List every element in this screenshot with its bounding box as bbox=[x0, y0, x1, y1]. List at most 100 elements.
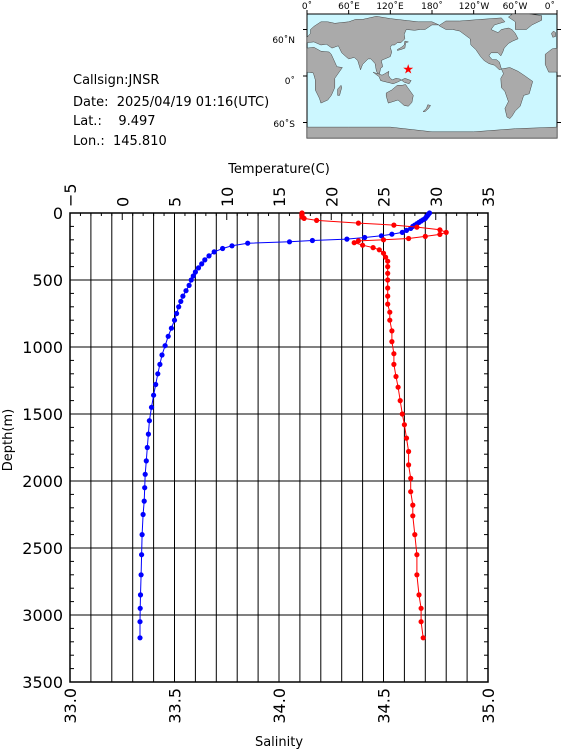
salinity-point bbox=[314, 217, 320, 223]
temperature-point bbox=[143, 458, 149, 464]
temperature-point bbox=[157, 361, 163, 367]
salinity-point bbox=[408, 489, 414, 495]
temperature-point bbox=[362, 234, 368, 241]
temperature-point bbox=[171, 317, 178, 323]
salinity-point bbox=[387, 317, 393, 323]
temperature-point bbox=[162, 343, 168, 349]
salinity-point bbox=[443, 229, 449, 235]
landmass-australia bbox=[385, 84, 414, 107]
temperature-point bbox=[159, 352, 165, 358]
temperature-point bbox=[188, 277, 194, 283]
temperature-point bbox=[139, 552, 145, 558]
temperature-tick-label: −5 bbox=[61, 183, 80, 207]
temperature-axis-title: Temperature(C) bbox=[227, 162, 330, 177]
temperature-point bbox=[190, 273, 196, 279]
temperature-point bbox=[140, 511, 146, 518]
temperature-point bbox=[148, 404, 155, 410]
temperature-point bbox=[151, 392, 157, 398]
salinity-point bbox=[406, 462, 412, 468]
salinity-point bbox=[414, 572, 420, 578]
temperature-point bbox=[180, 293, 186, 299]
temperature-point bbox=[378, 233, 384, 239]
temperature-point bbox=[165, 333, 171, 339]
salinity-point bbox=[408, 475, 414, 481]
temperature-point bbox=[138, 572, 144, 578]
salinity-point bbox=[416, 592, 422, 598]
temperature-tick-label: 5 bbox=[166, 197, 185, 207]
landmass-south-america bbox=[500, 67, 533, 119]
depth-tick-label: 2000 bbox=[22, 472, 63, 491]
station-map: 0˚ 60˚E 120˚E 180˚ 120˚W 60˚W 0˚ 60˚N 0˚… bbox=[272, 1, 561, 139]
temperature-point bbox=[141, 498, 147, 504]
series-layer bbox=[137, 210, 449, 641]
depth-tick-label: 3000 bbox=[22, 606, 63, 625]
map-lon-label: 60˚W bbox=[503, 1, 528, 12]
map-lon-label: 120˚E bbox=[376, 1, 404, 12]
plot-frame bbox=[69, 212, 489, 683]
temperature-point bbox=[344, 236, 350, 242]
landmass-greenland bbox=[507, 13, 542, 30]
temperature-point bbox=[137, 619, 143, 625]
landmass-indonesia bbox=[372, 70, 412, 85]
salinity-point bbox=[412, 532, 418, 538]
salinity-point bbox=[383, 254, 389, 260]
salinity-point bbox=[418, 605, 424, 611]
salinity-tick-label: 34.0 bbox=[270, 688, 289, 724]
temperature-point bbox=[137, 592, 144, 598]
landmass-africa bbox=[306, 47, 343, 104]
salinity-point bbox=[376, 247, 382, 253]
salinity-point bbox=[380, 237, 387, 243]
salinity-point bbox=[422, 233, 428, 239]
salinity-point bbox=[387, 309, 393, 315]
salinity-point bbox=[403, 435, 410, 441]
temperature-point bbox=[220, 245, 226, 252]
temperature-point bbox=[145, 431, 151, 437]
map-lon-label: 180˚ bbox=[421, 1, 443, 12]
salinity-point bbox=[391, 351, 397, 357]
temperature-point bbox=[176, 304, 182, 310]
landmass-africa-west bbox=[544, 47, 558, 73]
temperature-tick-labels: −5 0 5 10 15 20 25 30 35 bbox=[61, 183, 498, 207]
salinity-point bbox=[418, 619, 424, 625]
salinity-point bbox=[414, 224, 420, 230]
map-lat-label: 0˚ bbox=[285, 76, 295, 87]
depth-tick-label: 1000 bbox=[22, 338, 63, 357]
salinity-point bbox=[391, 222, 397, 228]
temperature-point bbox=[183, 288, 189, 294]
temperature-point bbox=[286, 239, 293, 245]
callsign-text: Callsign:JNSR bbox=[73, 73, 160, 88]
longitude-text: Lon.: 145.810 bbox=[73, 134, 167, 149]
temperature-point bbox=[211, 249, 217, 255]
landmass-antarctica bbox=[306, 126, 558, 139]
temperature-point bbox=[309, 237, 315, 244]
temperature-tick-label: 10 bbox=[218, 187, 237, 207]
temperature-point bbox=[206, 253, 212, 259]
salinity-point bbox=[406, 235, 412, 242]
map-lat-label: 60˚S bbox=[273, 119, 295, 130]
temperature-point bbox=[229, 243, 235, 249]
salinity-point bbox=[401, 422, 407, 428]
temperature-point bbox=[245, 240, 251, 246]
depth-tick-label: 3500 bbox=[22, 673, 63, 692]
latitude-text: Lat.: 9.497 bbox=[73, 114, 156, 129]
salinity-point bbox=[355, 238, 361, 244]
temperature-point bbox=[403, 227, 410, 233]
salinity-tick-label: 35.0 bbox=[479, 688, 498, 724]
temperature-point bbox=[146, 418, 152, 424]
landmass-uk bbox=[551, 30, 556, 38]
temperature-tick-label: 25 bbox=[375, 187, 394, 207]
map-lon-label: 120˚W bbox=[459, 1, 490, 12]
salinity-tick-label: 34.5 bbox=[375, 688, 394, 724]
temperature-point bbox=[155, 371, 161, 377]
salinity-point bbox=[385, 264, 391, 270]
temperature-point bbox=[192, 269, 198, 275]
salinity-point bbox=[393, 373, 399, 380]
map-land bbox=[306, 13, 558, 139]
temperature-point bbox=[178, 298, 184, 304]
salinity-point bbox=[370, 245, 376, 251]
salinity-point bbox=[385, 270, 391, 276]
salinity-point bbox=[389, 328, 395, 334]
temperature-point bbox=[144, 444, 150, 451]
landmass-madagascar bbox=[337, 84, 342, 96]
